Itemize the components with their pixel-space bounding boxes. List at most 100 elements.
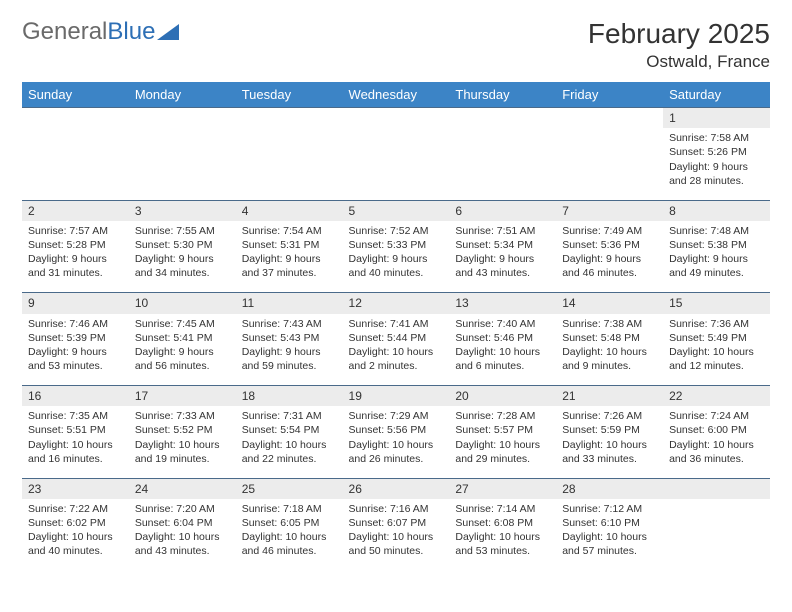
day-content-cell [129, 128, 236, 200]
day-content-cell: Sunrise: 7:49 AMSunset: 5:36 PMDaylight:… [556, 221, 663, 293]
day-content-cell [236, 128, 343, 200]
daylight-line: Daylight: 9 hours and 49 minutes. [669, 252, 764, 280]
sunset-line: Sunset: 6:02 PM [28, 516, 123, 530]
day-content-cell: Sunrise: 7:36 AMSunset: 5:49 PMDaylight:… [663, 314, 770, 386]
sunset-line: Sunset: 5:54 PM [242, 423, 337, 437]
sunset-line: Sunset: 5:44 PM [349, 331, 444, 345]
daylight-line: Daylight: 9 hours and 56 minutes. [135, 345, 230, 373]
daylight-line: Daylight: 9 hours and 34 minutes. [135, 252, 230, 280]
sunrise-line: Sunrise: 7:26 AM [562, 409, 657, 423]
day-content-cell: Sunrise: 7:41 AMSunset: 5:44 PMDaylight:… [343, 314, 450, 386]
daylight-line: Daylight: 10 hours and 36 minutes. [669, 438, 764, 466]
day-content-cell: Sunrise: 7:26 AMSunset: 5:59 PMDaylight:… [556, 406, 663, 478]
daylight-line: Daylight: 10 hours and 12 minutes. [669, 345, 764, 373]
day-number-cell: 28 [556, 478, 663, 499]
sunrise-line: Sunrise: 7:14 AM [455, 502, 550, 516]
weekday-header: Wednesday [343, 82, 450, 108]
day-content-cell: Sunrise: 7:24 AMSunset: 6:00 PMDaylight:… [663, 406, 770, 478]
sunset-line: Sunset: 6:08 PM [455, 516, 550, 530]
daylight-line: Daylight: 9 hours and 59 minutes. [242, 345, 337, 373]
day-number-cell: 5 [343, 200, 450, 221]
sunset-line: Sunset: 5:52 PM [135, 423, 230, 437]
content-row: Sunrise: 7:35 AMSunset: 5:51 PM Daylight:… [22, 406, 770, 478]
day-number-cell: 12 [343, 293, 450, 314]
daylight-line: Daylight: 9 hours and 53 minutes. [28, 345, 123, 373]
day-number-cell: 22 [663, 386, 770, 407]
day-number-cell [449, 108, 556, 129]
calendar-page: GeneralBlue February 2025 Ostwald, Franc… [0, 0, 792, 581]
page-title: February 2025 [588, 18, 770, 50]
day-number-cell: 27 [449, 478, 556, 499]
day-number-cell [236, 108, 343, 129]
daynum-row: 2345678 [22, 200, 770, 221]
sunrise-line: Sunrise: 7:38 AM [562, 317, 657, 331]
day-content-cell: Sunrise: 7:31 AMSunset: 5:54 PMDaylight:… [236, 406, 343, 478]
day-number-cell [22, 108, 129, 129]
day-number-cell: 19 [343, 386, 450, 407]
daynum-row: 9101112131415 [22, 293, 770, 314]
day-content-cell: Sunrise: 7:20 AMSunset: 6:04 PMDaylight:… [129, 499, 236, 571]
sunrise-line: Sunrise: 7:33 AM [135, 409, 230, 423]
day-content-cell: Sunrise: 7:14 AMSunset: 6:08 PMDaylight:… [449, 499, 556, 571]
sunset-line: Sunset: 6:05 PM [242, 516, 337, 530]
sunrise-line: Sunrise: 7:35 AM [28, 409, 123, 423]
daylight-line: Daylight: 9 hours and 37 minutes. [242, 252, 337, 280]
sunrise-line: Sunrise: 7:58 AM [669, 131, 764, 145]
daylight-line: Daylight: 10 hours and 6 minutes. [455, 345, 550, 373]
day-number-cell [129, 108, 236, 129]
day-number-cell: 1 [663, 108, 770, 129]
day-number-cell: 17 [129, 386, 236, 407]
day-content-cell: Sunrise: 7:43 AMSunset: 5:43 PMDaylight:… [236, 314, 343, 386]
day-content-cell: Sunrise: 7:51 AMSunset: 5:34 PMDaylight:… [449, 221, 556, 293]
sunrise-line: Sunrise: 7:57 AM [28, 224, 123, 238]
day-number-cell [556, 108, 663, 129]
day-number-cell: 8 [663, 200, 770, 221]
day-content-cell [343, 128, 450, 200]
day-content-cell: Sunrise: 7:29 AMSunset: 5:56 PMDaylight:… [343, 406, 450, 478]
sunset-line: Sunset: 5:41 PM [135, 331, 230, 345]
calendar-head: SundayMondayTuesdayWednesdayThursdayFrid… [22, 82, 770, 108]
weekday-header: Thursday [449, 82, 556, 108]
sunset-line: Sunset: 6:04 PM [135, 516, 230, 530]
day-content-cell: Sunrise: 7:55 AMSunset: 5:30 PMDaylight:… [129, 221, 236, 293]
logo-text-blue: Blue [107, 18, 155, 46]
day-content-cell: Sunrise: 7:38 AMSunset: 5:48 PMDaylight:… [556, 314, 663, 386]
content-row: Sunrise: 7:46 AMSunset: 5:39 PMDaylight:… [22, 314, 770, 386]
sunset-line: Sunset: 5:36 PM [562, 238, 657, 252]
day-content-cell: Sunrise: 7:40 AMSunset: 5:46 PMDaylight:… [449, 314, 556, 386]
daylight-line: Daylight: 10 hours and 33 minutes. [562, 438, 657, 466]
day-number-cell: 3 [129, 200, 236, 221]
sunset-line: Sunset: 5:39 PM [28, 331, 123, 345]
daylight-line: Daylight: 10 hours and 53 minutes. [455, 530, 550, 558]
day-content-cell [663, 499, 770, 571]
sunrise-line: Sunrise: 7:28 AM [455, 409, 550, 423]
day-number-cell [663, 478, 770, 499]
day-content-cell [22, 128, 129, 200]
sunrise-line: Sunrise: 7:16 AM [349, 502, 444, 516]
weekday-header: Monday [129, 82, 236, 108]
daylight-line: Daylight: 10 hours and 40 minutes. [28, 530, 123, 558]
content-row: Sunrise: 7:57 AMSunset: 5:28 PMDaylight:… [22, 221, 770, 293]
weekday-header: Tuesday [236, 82, 343, 108]
header-right: February 2025 Ostwald, France [588, 18, 770, 72]
daylight-line: Daylight: 9 hours and 31 minutes. [28, 252, 123, 280]
day-number-cell: 4 [236, 200, 343, 221]
daylight-line: Daylight: 10 hours and 57 minutes. [562, 530, 657, 558]
day-content-cell [556, 128, 663, 200]
sunset-line: Sunset: 5:51 PM [28, 423, 123, 437]
daylight-line: Daylight: 9 hours and 28 minutes. [669, 160, 764, 188]
daylight-line: Daylight: 9 hours and 46 minutes. [562, 252, 657, 280]
day-number-cell: 21 [556, 386, 663, 407]
day-content-cell [449, 128, 556, 200]
sunrise-line: Sunrise: 7:40 AM [455, 317, 550, 331]
sunset-line: Sunset: 5:28 PM [28, 238, 123, 252]
sunrise-line: Sunrise: 7:51 AM [455, 224, 550, 238]
daylight-line: Daylight: 10 hours and 9 minutes. [562, 345, 657, 373]
logo-triangle-icon [157, 24, 179, 40]
sunset-line: Sunset: 5:59 PM [562, 423, 657, 437]
day-content-cell: Sunrise: 7:35 AMSunset: 5:51 PMDaylight:… [22, 406, 129, 478]
day-number-cell: 24 [129, 478, 236, 499]
sunset-line: Sunset: 5:34 PM [455, 238, 550, 252]
day-content-cell: Sunrise: 7:28 AMSunset: 5:57 PMDaylight:… [449, 406, 556, 478]
day-content-cell: Sunrise: 7:45 AMSunset: 5:41 PMDaylight:… [129, 314, 236, 386]
